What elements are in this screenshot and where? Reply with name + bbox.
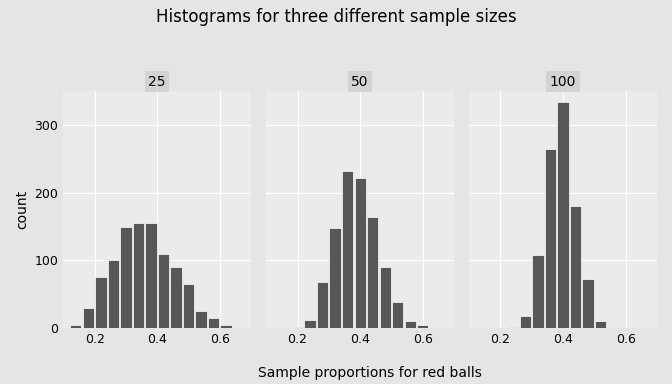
Bar — [545, 149, 556, 328]
Bar — [292, 327, 303, 328]
Bar — [145, 223, 157, 328]
Bar — [158, 254, 169, 328]
Bar — [507, 327, 519, 328]
Bar — [70, 325, 81, 328]
Bar — [595, 321, 606, 328]
Bar — [196, 311, 207, 328]
Bar — [532, 255, 544, 328]
Title: 100: 100 — [550, 75, 577, 89]
Bar — [133, 223, 144, 328]
Bar — [183, 284, 194, 328]
Y-axis label: count: count — [15, 190, 29, 229]
Bar — [417, 325, 429, 328]
Bar — [108, 260, 119, 328]
Bar — [304, 320, 316, 328]
Bar — [570, 206, 581, 328]
Bar — [583, 280, 594, 328]
Bar — [380, 267, 391, 328]
Bar — [520, 316, 531, 328]
Bar — [83, 308, 94, 328]
Bar — [120, 227, 132, 328]
Bar — [220, 325, 232, 328]
Bar — [171, 267, 181, 328]
Bar — [329, 228, 341, 328]
Title: 25: 25 — [149, 75, 166, 89]
Text: Histograms for three different sample sizes: Histograms for three different sample si… — [156, 8, 516, 26]
Bar — [95, 277, 106, 328]
Bar — [317, 282, 328, 328]
Bar — [557, 102, 569, 328]
Text: Sample proportions for red balls: Sample proportions for red balls — [257, 366, 482, 380]
Bar — [392, 303, 403, 328]
Bar — [342, 171, 353, 328]
Bar — [355, 178, 366, 328]
Bar — [405, 321, 416, 328]
Bar — [208, 318, 219, 328]
Title: 50: 50 — [351, 75, 369, 89]
Bar — [367, 217, 378, 328]
